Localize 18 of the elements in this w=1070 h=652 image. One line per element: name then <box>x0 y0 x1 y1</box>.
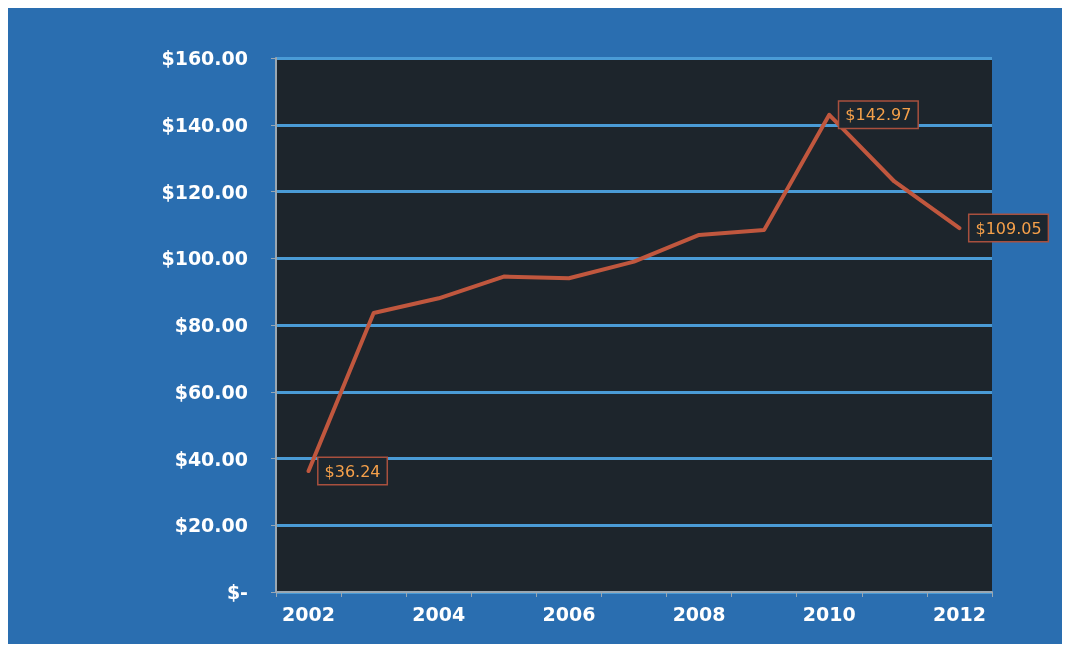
y-tick-label: $100.00 <box>161 247 248 270</box>
x-tick-label: 2002 <box>282 602 335 625</box>
y-tick-label: $20.00 <box>174 514 248 537</box>
data-label: $109.05 <box>975 218 1042 238</box>
data-label: $142.97 <box>845 105 912 125</box>
y-tick-label: $120.00 <box>161 180 248 203</box>
y-tick-label: $60.00 <box>174 380 248 403</box>
data-label: $36.24 <box>324 461 381 481</box>
x-tick-label: 2006 <box>542 602 596 625</box>
y-tick-label: $- <box>226 581 248 603</box>
x-tick-label: 2004 <box>412 602 466 625</box>
x-tick-label: 2008 <box>672 602 726 625</box>
y-tick-label: $80.00 <box>174 314 248 336</box>
y-tick-label: $140.00 <box>161 113 248 136</box>
x-tick-label: 2010 <box>802 602 856 625</box>
x-tick-label: 2012 <box>933 602 986 625</box>
y-tick-label: $160.00 <box>161 47 248 69</box>
y-tick-label: $40.00 <box>174 447 248 470</box>
